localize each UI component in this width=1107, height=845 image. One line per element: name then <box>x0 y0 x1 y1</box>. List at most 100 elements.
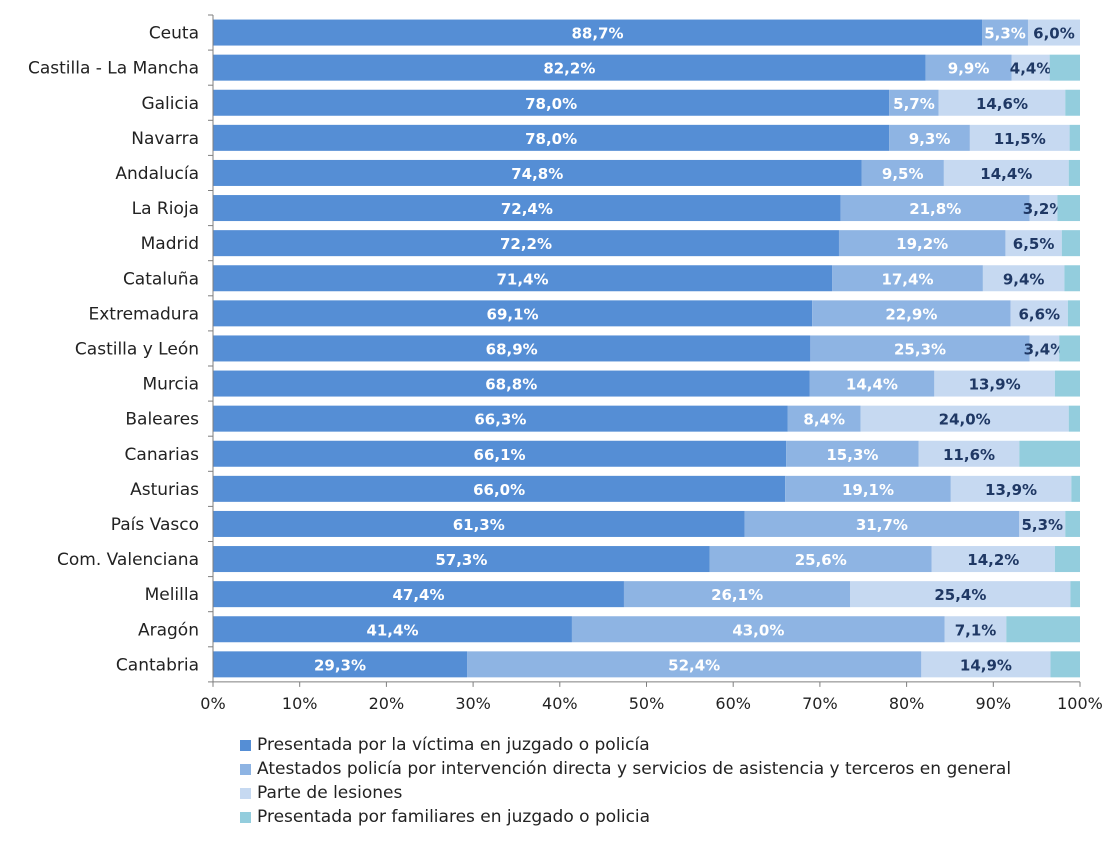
category-label: Melilla <box>145 585 199 605</box>
legend-item: Presentada por familiares en juzgado o p… <box>240 805 1011 829</box>
bar-segment <box>921 651 1051 678</box>
data-label: 31,7% <box>856 516 908 534</box>
data-label: 66,0% <box>473 481 525 499</box>
bar-segment <box>838 230 1006 257</box>
data-label: 74,8% <box>511 165 563 183</box>
bar-segment <box>709 546 932 573</box>
bar-segment <box>213 370 810 397</box>
bar-segment <box>1069 124 1080 151</box>
bar-segment <box>861 159 944 186</box>
bar-segment <box>1061 230 1080 257</box>
bar-segment <box>1049 54 1080 81</box>
bar-segment <box>787 405 861 432</box>
data-label: 19,1% <box>842 481 894 499</box>
data-label: 25,6% <box>795 551 847 569</box>
data-label: 6,5% <box>1013 235 1055 253</box>
bar-segment <box>1054 370 1080 397</box>
data-label: 13,9% <box>969 376 1021 394</box>
data-label: 14,9% <box>960 656 1012 674</box>
bar-segment <box>213 651 468 678</box>
bar-segment <box>1065 510 1080 537</box>
bar-segment <box>918 440 1020 467</box>
bar-segment <box>1070 581 1080 608</box>
data-label: 57,3% <box>435 551 487 569</box>
x-tick-label: 50% <box>629 694 665 713</box>
data-label: 47,4% <box>392 586 444 604</box>
category-label: Galicia <box>141 94 199 114</box>
bar-segment <box>213 581 624 608</box>
data-label: 78,0% <box>525 130 577 148</box>
data-label: 71,4% <box>496 270 548 288</box>
data-label: 19,2% <box>896 235 948 253</box>
data-label: 13,9% <box>985 481 1037 499</box>
data-label: 68,9% <box>486 340 538 358</box>
bar-segment <box>1019 440 1080 467</box>
data-label: 29,3% <box>314 656 366 674</box>
bar-segment <box>1057 195 1080 222</box>
bar-segment <box>1071 475 1080 502</box>
bar-segment <box>982 19 1028 46</box>
bar-segment <box>571 616 945 643</box>
data-label: 15,3% <box>826 446 878 464</box>
bar-segment <box>1067 300 1080 327</box>
bar-segment <box>213 230 839 257</box>
bar-segment <box>467 651 922 678</box>
bar-segment <box>744 510 1020 537</box>
bar-segment <box>213 159 862 186</box>
x-tick-label: 100% <box>1057 694 1103 713</box>
category-label: Baleares <box>125 410 199 430</box>
category-label: Extremadura <box>89 304 200 324</box>
data-label: 14,2% <box>967 551 1019 569</box>
category-label: País Vasco <box>111 515 199 535</box>
bar-segment <box>969 124 1070 151</box>
category-label: Castilla y León <box>75 339 199 359</box>
data-label: 69,1% <box>487 305 539 323</box>
x-tick-label: 60% <box>715 694 751 713</box>
bar-segment <box>1068 159 1080 186</box>
category-label: Cantabria <box>116 655 199 675</box>
bar-segment <box>1064 265 1080 292</box>
bar-segment <box>934 370 1055 397</box>
bar-segment <box>832 265 983 292</box>
legend-label: Presentada por familiares en juzgado o p… <box>257 807 651 827</box>
data-label: 6,0% <box>1033 25 1075 43</box>
bar-segment <box>982 265 1065 292</box>
data-label: 9,3% <box>909 130 951 148</box>
legend-swatch <box>240 763 251 775</box>
data-label: 14,4% <box>980 165 1032 183</box>
legend-label: Presentada por la víctima en juzgado o p… <box>257 735 650 755</box>
data-label: 41,4% <box>366 621 418 639</box>
data-label: 14,4% <box>846 376 898 394</box>
chart-legend: Presentada por la víctima en juzgado o p… <box>240 733 1011 829</box>
data-label: 8,4% <box>803 411 845 429</box>
data-label: 66,3% <box>474 411 526 429</box>
data-label: 7,1% <box>955 621 997 639</box>
bar-segment <box>1011 54 1050 81</box>
bar-segment <box>213 546 710 573</box>
category-label: Navarra <box>131 129 199 149</box>
category-label: Canarias <box>125 445 200 465</box>
bar-segment <box>840 195 1030 222</box>
bar-segment <box>1029 335 1060 362</box>
bar-segment <box>950 475 1072 502</box>
data-label: 17,4% <box>881 270 933 288</box>
data-label: 61,3% <box>453 516 505 534</box>
bar-segment <box>213 335 811 362</box>
bar-segment <box>1027 19 1080 46</box>
category-label: Com. Valenciana <box>57 550 199 570</box>
category-label: Madrid <box>141 234 199 254</box>
bar-segment <box>1019 510 1066 537</box>
data-label: 3,4% <box>1024 340 1066 358</box>
data-label: 24,0% <box>939 411 991 429</box>
category-label: Murcia <box>142 375 199 395</box>
x-tick-label: 40% <box>542 694 578 713</box>
data-label: 82,2% <box>543 60 595 78</box>
bar-segment <box>213 19 983 46</box>
bar-segment <box>213 510 745 537</box>
data-label: 22,9% <box>885 305 937 323</box>
bar-segment <box>1054 546 1080 573</box>
legend-label: Atestados policía por intervención direc… <box>257 759 1012 779</box>
stacked-bar-chart: Ceuta 88,7% 5,3% 6,0% Castilla - La Mancha 82… <box>28 14 1103 713</box>
bar-segment <box>213 405 788 432</box>
legend-swatch <box>240 739 251 751</box>
